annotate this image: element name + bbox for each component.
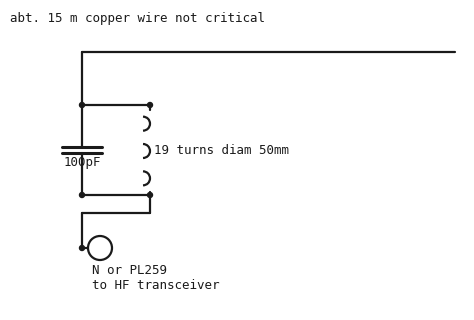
Circle shape bbox=[80, 102, 84, 108]
Circle shape bbox=[147, 193, 153, 197]
Text: abt. 15 m copper wire not critical: abt. 15 m copper wire not critical bbox=[10, 12, 265, 25]
Circle shape bbox=[80, 245, 84, 251]
Text: 100pF: 100pF bbox=[64, 156, 101, 169]
Circle shape bbox=[80, 193, 84, 197]
Text: N or PL259
to HF transceiver: N or PL259 to HF transceiver bbox=[92, 264, 219, 292]
Text: 19 turns diam 50mm: 19 turns diam 50mm bbox=[154, 143, 289, 156]
Circle shape bbox=[147, 102, 153, 108]
